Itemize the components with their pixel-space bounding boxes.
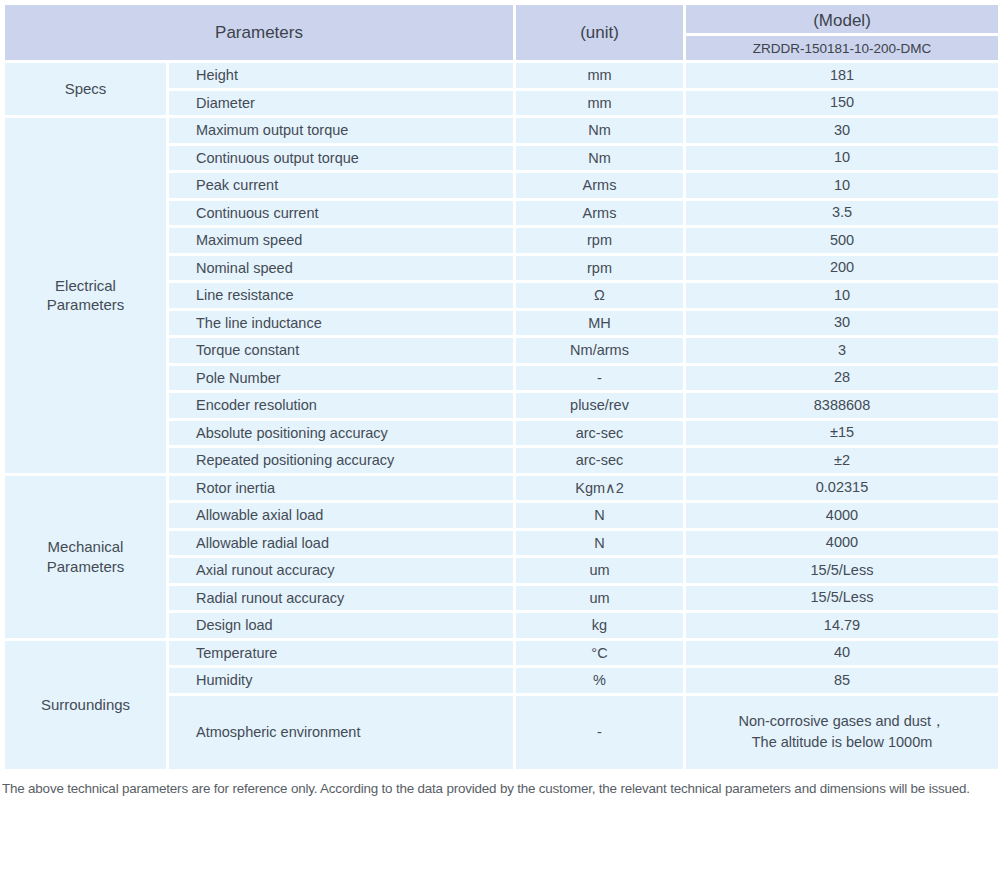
unit-cell: arc-sec <box>515 447 685 475</box>
value-cell: 3 <box>685 337 1000 365</box>
footer-note: The above technical parameters are for r… <box>2 781 998 796</box>
param-name-cell: Maximum output torque <box>168 117 515 145</box>
param-name-cell: Height <box>168 62 515 90</box>
unit-cell: % <box>515 667 685 695</box>
value-cell: 15/5/Less <box>685 584 1000 612</box>
param-name-cell: Maximum speed <box>168 227 515 255</box>
group-cell-mechanical-parameters: Mechanical Parameters <box>4 474 168 639</box>
unit-cell: Nm/arms <box>515 337 685 365</box>
value-cell: 3.5 <box>685 199 1000 227</box>
table-row: Electrical ParametersMaximum output torq… <box>4 117 1000 145</box>
param-name-cell: Absolute positioning accuracy <box>168 419 515 447</box>
param-name-cell: Nominal speed <box>168 254 515 282</box>
unit-cell: N <box>515 529 685 557</box>
value-cell: 14.79 <box>685 612 1000 640</box>
unit-cell: um <box>515 557 685 585</box>
unit-cell: °C <box>515 639 685 667</box>
param-name-cell: Pole Number <box>168 364 515 392</box>
model-number-cell: ZRDDR-150181-10-200-DMC <box>685 35 1000 62</box>
unit-cell: rpm <box>515 227 685 255</box>
unit-cell: arc-sec <box>515 419 685 447</box>
unit-cell: Nm <box>515 144 685 172</box>
value-cell: 15/5/Less <box>685 557 1000 585</box>
unit-cell: mm <box>515 89 685 117</box>
unit-cell: mm <box>515 62 685 90</box>
unit-cell: kg <box>515 612 685 640</box>
unit-cell: Arms <box>515 172 685 200</box>
value-cell: 28 <box>685 364 1000 392</box>
table-row: SurroundingsTemperature°C40 <box>4 639 1000 667</box>
param-name-cell: Torque constant <box>168 337 515 365</box>
value-cell: 500 <box>685 227 1000 255</box>
table-row: SpecsHeightmm181 <box>4 62 1000 90</box>
param-name-cell: Radial runout accuracy <box>168 584 515 612</box>
unit-cell: um <box>515 584 685 612</box>
group-cell-surroundings: Surroundings <box>4 639 168 770</box>
value-cell: Non-corrosive gases and dust， The altitu… <box>685 694 1000 770</box>
unit-cell: Nm <box>515 117 685 145</box>
param-name-cell: Atmospheric environment <box>168 694 515 770</box>
value-cell: 4000 <box>685 529 1000 557</box>
unit-cell: pluse/rev <box>515 392 685 420</box>
spec-table: Parameters (unit) (Model) ZRDDR-150181-1… <box>2 2 1000 772</box>
value-cell: 181 <box>685 62 1000 90</box>
unit-cell: Kgm∧2 <box>515 474 685 502</box>
value-cell: 10 <box>685 144 1000 172</box>
param-name-cell: The line inductance <box>168 309 515 337</box>
param-name-cell: Line resistance <box>168 282 515 310</box>
parameters-header-cell: Parameters <box>4 4 515 62</box>
unit-cell: Ω <box>515 282 685 310</box>
param-name-cell: Temperature <box>168 639 515 667</box>
unit-cell: - <box>515 364 685 392</box>
value-cell: 0.02315 <box>685 474 1000 502</box>
param-name-cell: Continuous output torque <box>168 144 515 172</box>
param-name-cell: Design load <box>168 612 515 640</box>
model-header-cell: (Model) <box>685 4 1000 35</box>
value-cell: 8388608 <box>685 392 1000 420</box>
unit-cell: N <box>515 502 685 530</box>
param-name-cell: Axial runout accuracy <box>168 557 515 585</box>
unit-cell: - <box>515 694 685 770</box>
value-cell: ±2 <box>685 447 1000 475</box>
table-row: Mechanical ParametersRotor inertiaKgm∧20… <box>4 474 1000 502</box>
param-name-cell: Continuous current <box>168 199 515 227</box>
spec-table-header: Parameters (unit) (Model) ZRDDR-150181-1… <box>4 4 1000 62</box>
param-name-cell: Diameter <box>168 89 515 117</box>
param-name-cell: Peak current <box>168 172 515 200</box>
value-cell: 10 <box>685 172 1000 200</box>
value-cell: 30 <box>685 117 1000 145</box>
param-name-cell: Humidity <box>168 667 515 695</box>
value-cell: 200 <box>685 254 1000 282</box>
param-name-cell: Repeated positioning accuracy <box>168 447 515 475</box>
param-name-cell: Allowable axial load <box>168 502 515 530</box>
unit-header-cell: (unit) <box>515 4 685 62</box>
value-cell: 150 <box>685 89 1000 117</box>
value-cell: ±15 <box>685 419 1000 447</box>
value-cell: 30 <box>685 309 1000 337</box>
param-name-cell: Rotor inertia <box>168 474 515 502</box>
unit-cell: MH <box>515 309 685 337</box>
spec-table-body: SpecsHeightmm181Diametermm150Electrical … <box>4 62 1000 771</box>
param-name-cell: Allowable radial load <box>168 529 515 557</box>
unit-cell: rpm <box>515 254 685 282</box>
group-cell-specs: Specs <box>4 62 168 117</box>
value-cell: 4000 <box>685 502 1000 530</box>
value-cell: 10 <box>685 282 1000 310</box>
param-name-cell: Encoder resolution <box>168 392 515 420</box>
value-cell: 85 <box>685 667 1000 695</box>
group-cell-electrical-parameters: Electrical Parameters <box>4 117 168 475</box>
value-cell: 40 <box>685 639 1000 667</box>
unit-cell: Arms <box>515 199 685 227</box>
